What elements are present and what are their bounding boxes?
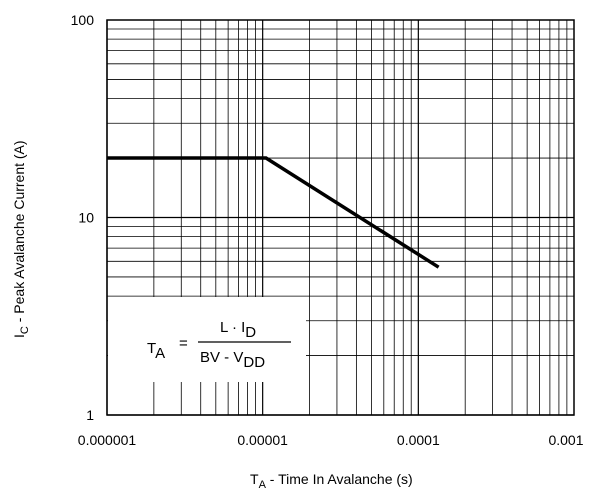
x-tick-label: 0.00001 — [237, 432, 288, 448]
formula-denominator: BV - VDD — [200, 349, 265, 371]
x-axis-title: TA - Time In Avalanche (s) — [250, 471, 413, 491]
y-tick-label: 100 — [71, 12, 95, 28]
y-tick-labels: 1 10 100 — [71, 12, 95, 423]
x-tick-label: 0.001 — [548, 432, 583, 448]
formula-annotation: TA = L · ID BV - VDD — [108, 297, 306, 382]
formula-numerator: L · ID — [220, 319, 256, 341]
y-tick-label: 1 — [86, 407, 94, 423]
x-tick-labels: 0.000001 0.00001 0.0001 0.001 — [78, 432, 584, 448]
y-axis-title: IC - Peak Avalanche Current (A) — [11, 140, 31, 338]
formula-box — [108, 297, 306, 382]
series-line — [107, 156, 440, 269]
formula-equals: = — [179, 335, 188, 352]
formula-lhs: TA — [147, 340, 165, 362]
x-tick-label: 0.000001 — [78, 432, 137, 448]
x-tick-label: 0.0001 — [397, 432, 440, 448]
plot-frame — [106, 19, 575, 416]
y-tick-label: 10 — [78, 210, 94, 226]
